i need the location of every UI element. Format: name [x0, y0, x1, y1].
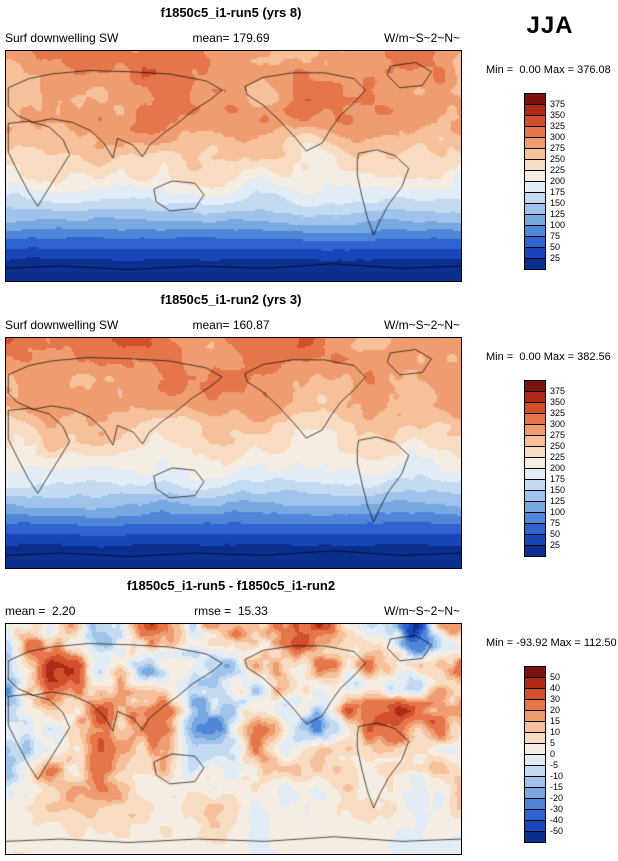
- colorbar-difference: 50 40 30 20 15 10 5 0 -5 -10 -15 -20 -30 -40 -50: [524, 666, 563, 843]
- colorbar-tick-label: 50: [550, 242, 561, 252]
- units-label: W/m~S~2~N~: [383, 318, 460, 332]
- mean-label: mean = 2.20: [5, 604, 76, 618]
- panel-title: f1850c5_i1-run5 - f1850c5_i1-run2: [126, 578, 336, 593]
- colorbar-tick-label: 275: [550, 430, 566, 440]
- colorbar-tick-label: 150: [550, 198, 566, 208]
- map-run2: [5, 337, 462, 569]
- colorbar-tick-label: -5: [550, 760, 559, 770]
- colorbar-segment: [524, 258, 546, 270]
- colorbar-segment: [524, 545, 546, 557]
- colorbar-tick-label: 20: [550, 705, 561, 715]
- colorbar-tick-label: 300: [550, 132, 566, 142]
- colorbar-tick-label: 225: [550, 165, 566, 175]
- map-run5: [5, 50, 462, 282]
- colorbar-tick-label: -15: [550, 782, 564, 792]
- minmax-label: Min = -93.92 Max = 112.50: [486, 637, 617, 649]
- colorbar-tick-label: 375: [550, 386, 566, 396]
- colorbar-tick-label: 300: [550, 419, 566, 429]
- colorbar-tick-label: -20: [550, 793, 564, 803]
- colorbar-tick-label: 275: [550, 143, 566, 153]
- colorbar-tick-label: 75: [550, 518, 561, 528]
- colorbar-tick-label: -50: [550, 826, 564, 836]
- colorbar-tick-label: 250: [550, 441, 566, 451]
- variable-label: Surf downwelling SW: [5, 31, 119, 45]
- colorbar-tick-label: 50: [550, 529, 561, 539]
- minmax-label: Min = 0.00 Max = 376.08: [486, 64, 611, 76]
- colorbar-tick-label: 125: [550, 496, 566, 506]
- colorbar-segment: [524, 831, 546, 843]
- colorbar-tick-label: -30: [550, 804, 564, 814]
- colorbar-tick-label: 200: [550, 176, 566, 186]
- colorbar-tick-label: 175: [550, 187, 566, 197]
- colorbar-tick-label: 0: [550, 749, 556, 759]
- season-label: JJA: [526, 12, 574, 39]
- colorbar-tick-label: 250: [550, 154, 566, 164]
- colorbar-tick-label: 40: [550, 683, 561, 693]
- panel-title: f1850c5_i1-run5 (yrs 8): [160, 5, 302, 20]
- variable-label: Surf downwelling SW: [5, 318, 119, 332]
- colorbar-tick-label: 5: [550, 738, 556, 748]
- colorbar-tick-label: 325: [550, 408, 566, 418]
- colorbar-tick-label: 10: [550, 727, 561, 737]
- panel-run5: f1850c5_i1-run5 (yrs 8) Surf downwelling…: [0, 0, 618, 287]
- colorbar-tick-label: 100: [550, 507, 566, 517]
- colorbar-tick-label: -40: [550, 815, 564, 825]
- colorbar-tick-label: 375: [550, 99, 566, 109]
- colorbar-tick-label: 225: [550, 452, 566, 462]
- panel-difference: f1850c5_i1-run5 - f1850c5_i1-run2 mean =…: [0, 573, 618, 860]
- colorbar-tick-label: 325: [550, 121, 566, 131]
- colorbar-tick-label: 150: [550, 485, 566, 495]
- map-difference: [5, 623, 462, 855]
- minmax-label: Min = 0.00 Max = 382.56: [486, 351, 611, 363]
- panel-run2: f1850c5_i1-run2 (yrs 3) Surf downwelling…: [0, 287, 618, 574]
- colorbar-tick-label: 25: [550, 253, 561, 263]
- mean-label: mean= 160.87: [192, 318, 270, 332]
- units-label: W/m~S~2~N~: [383, 31, 460, 45]
- colorbar-run5: 375 350 325 300 275 250 225 200 175 150 125 100 75 50…: [524, 93, 565, 270]
- colorbar-tick-label: 350: [550, 110, 566, 120]
- colorbar-tick-label: 100: [550, 220, 566, 230]
- rmse-label: rmse = 15.33: [194, 604, 268, 618]
- colorbar-tick-label: 25: [550, 540, 561, 550]
- mean-label: mean= 179.69: [192, 31, 270, 45]
- colorbar-tick-label: 350: [550, 397, 566, 407]
- colorbar-tick-label: 75: [550, 231, 561, 241]
- colorbar-tick-label: -10: [550, 771, 564, 781]
- colorbar-tick-label: 30: [550, 694, 561, 704]
- panel-title: f1850c5_i1-run2 (yrs 3): [160, 292, 302, 307]
- units-label: W/m~S~2~N~: [383, 604, 460, 618]
- colorbar-tick-label: 50: [550, 672, 561, 682]
- colorbar-run2: 375 350 325 300 275 250 225 200 175 150 125 100 75 50…: [524, 380, 565, 557]
- colorbar-tick-label: 15: [550, 716, 561, 726]
- colorbar-tick-label: 175: [550, 474, 566, 484]
- colorbar-tick-label: 200: [550, 463, 566, 473]
- colorbar-tick-label: 125: [550, 209, 566, 219]
